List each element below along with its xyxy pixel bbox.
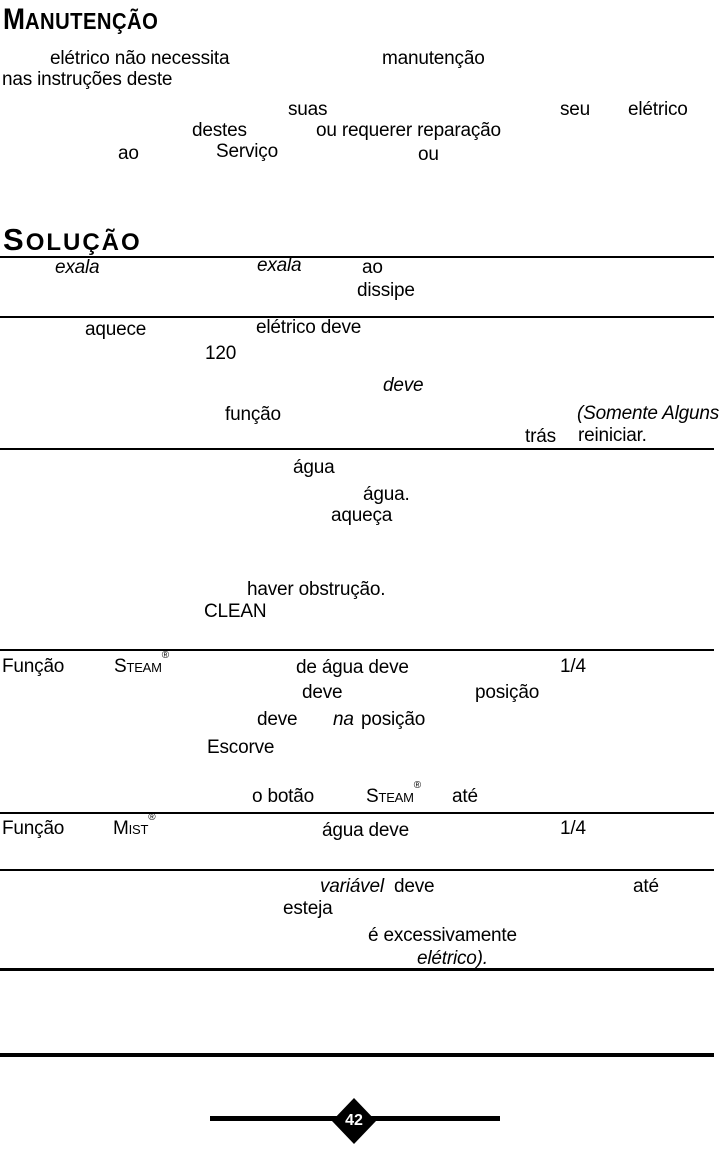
text-fragment: haver obstrução. <box>247 579 386 600</box>
text-fragment: aqueça <box>331 505 393 526</box>
text-fragment: ao <box>118 143 139 164</box>
text-fragment: ou requerer reparação <box>316 120 501 141</box>
text-fragment: até <box>633 876 659 897</box>
text-fragment: é excessivamente <box>368 925 517 946</box>
section-heading-manutencao: MANUTENÇÃO <box>3 2 158 35</box>
text-fragment: ou <box>418 144 439 165</box>
text-fragment: manutenção <box>382 48 485 69</box>
text-fragment: esteja <box>283 898 333 919</box>
table-divider-rule <box>0 256 714 258</box>
text-fragment: elétrico <box>628 99 688 120</box>
text-fragment: deve <box>257 709 298 730</box>
text-fragment: elétrico). <box>417 948 488 969</box>
text-fragment: até <box>452 786 478 807</box>
table-divider-rule <box>0 316 714 318</box>
registered-trademark-symbol: ® <box>161 649 169 661</box>
text-fragment: água deve <box>322 820 409 841</box>
text-fragment: Mist® <box>113 811 156 839</box>
text-fragment: de água deve <box>296 657 409 678</box>
registered-trademark-symbol: ® <box>148 811 156 823</box>
heading-rest-letters: ANUTENÇÃO <box>25 8 159 34</box>
text-fragment: deve <box>394 876 435 897</box>
text-fragment: nas instruções deste <box>2 69 173 90</box>
page-number-diamond: 42 <box>332 1098 376 1144</box>
text-fragment: Steam® <box>366 779 421 807</box>
text-fragment: ao <box>362 257 383 278</box>
text-fragment: elétrico deve <box>256 317 362 338</box>
registered-trademark-symbol: ® <box>413 779 421 791</box>
text-fragment: posição <box>475 682 540 703</box>
text-fragment: destes <box>192 120 247 141</box>
text-fragment: trás <box>525 426 556 447</box>
text-fragment: Serviço <box>216 141 278 162</box>
text-fragment: 120 <box>205 343 237 364</box>
text-fragment: exala <box>257 255 302 276</box>
text-fragment: Função <box>2 656 65 677</box>
text-fragment: Função <box>2 818 65 839</box>
section-heading-solucao: SOLUÇÃO <box>3 224 142 255</box>
text-fragment: (Somente Alguns <box>577 403 720 424</box>
text-fragment: aquece <box>85 319 147 340</box>
text-fragment: água. <box>363 484 410 505</box>
heading-rest-letters: OLUÇÃO <box>25 229 142 256</box>
table-divider-rule <box>0 1053 714 1057</box>
text-fragment: CLEAN <box>204 601 267 622</box>
text-fragment: na <box>333 709 354 730</box>
text-fragment: elétrico não necessita <box>50 48 230 69</box>
text-fragment: água <box>293 457 335 478</box>
heading-first-letter: M <box>3 3 25 36</box>
text-fragment: variável <box>320 876 384 897</box>
heading-first-letter: S <box>3 222 26 257</box>
text-fragment: dissipe <box>357 280 415 301</box>
text-fragment: 1/4 <box>560 818 586 839</box>
table-divider-rule <box>0 869 714 871</box>
text-fragment: posição <box>361 709 426 730</box>
text-fragment: o botão <box>252 786 314 807</box>
text-fragment: seu <box>560 99 591 120</box>
text-fragment: exala <box>55 257 100 278</box>
text-fragment: Steam® <box>114 649 169 677</box>
text-fragment: deve <box>383 375 424 396</box>
table-divider-rule <box>0 448 714 450</box>
text-fragment: 1/4 <box>560 656 586 677</box>
table-divider-rule <box>0 649 714 651</box>
text-fragment: suas <box>288 99 328 120</box>
text-fragment: função <box>225 404 281 425</box>
table-divider-rule <box>0 968 714 971</box>
text-fragment: reiniciar. <box>578 425 647 446</box>
text-fragment: deve <box>302 682 343 703</box>
table-divider-rule <box>0 812 714 814</box>
text-fragment: Escorve <box>207 737 275 758</box>
page-number: 42 <box>345 1112 363 1129</box>
